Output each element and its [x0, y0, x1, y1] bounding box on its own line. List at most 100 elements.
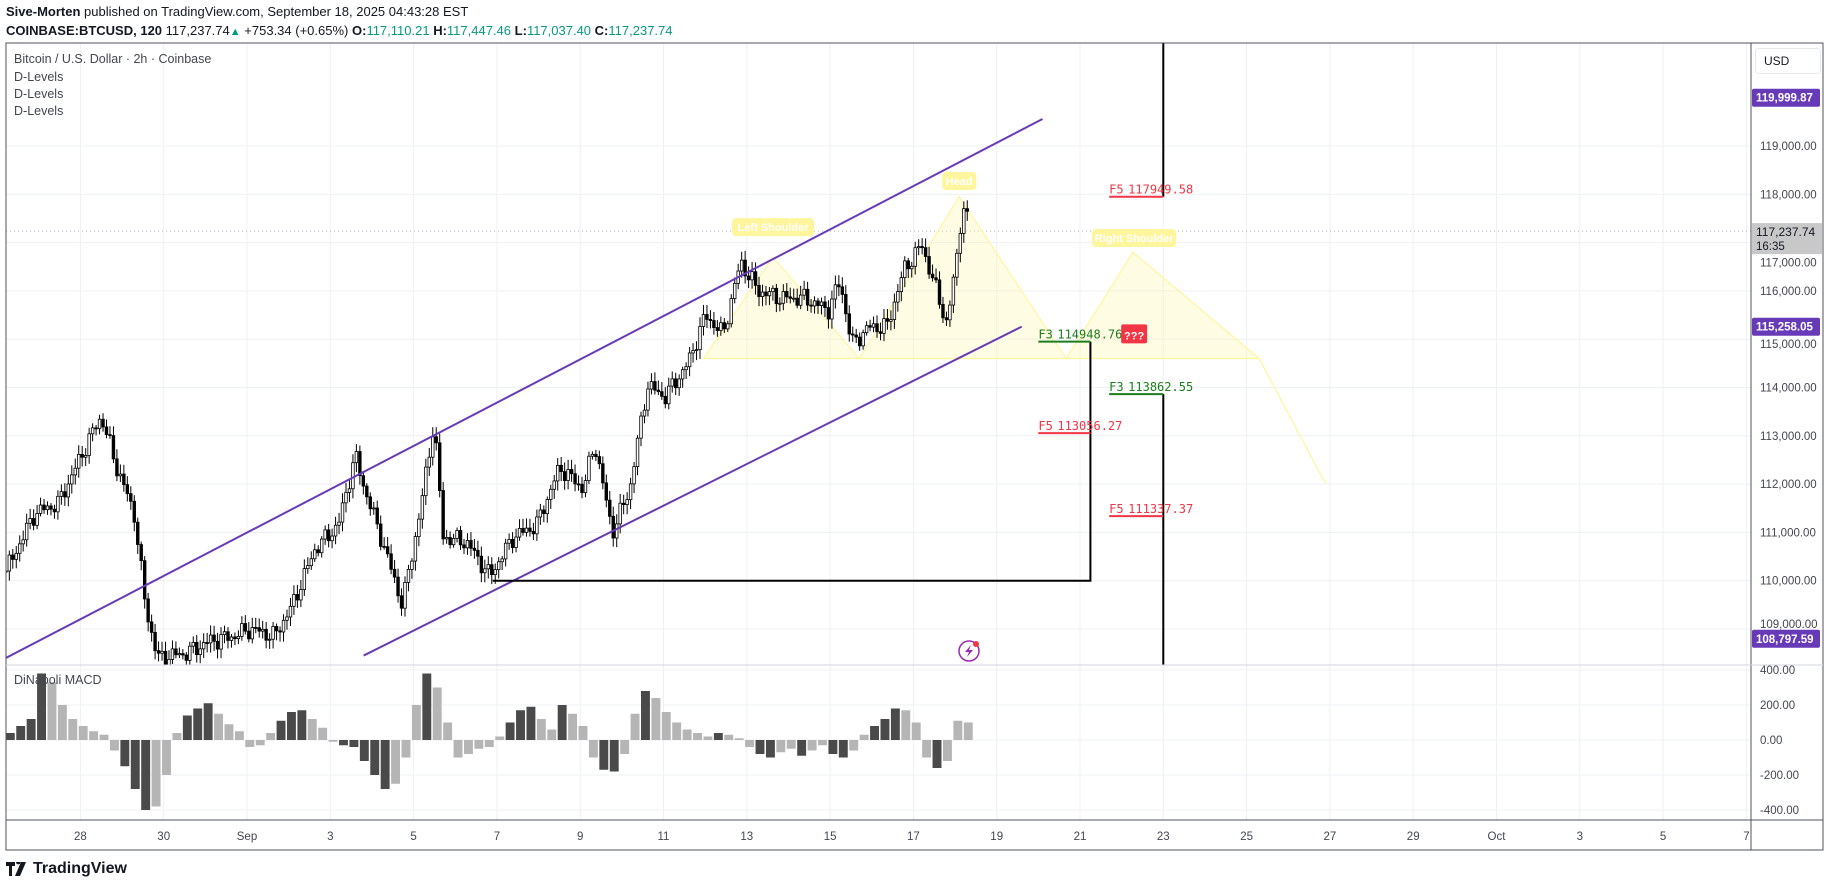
macd-bar: [922, 740, 932, 758]
axes[interactable]: 28 30 Sep 3 5 7 9 11 13 15 17 19 21 23 25 27 29 Oct 3 5 7 119…: [74, 88, 1822, 843]
candle-body: [326, 529, 331, 542]
candle-body: [923, 247, 928, 257]
chart-title[interactable]: Bitcoin / U.S. Dollar · 2h · Coinbase: [14, 52, 212, 66]
drawings[interactable]: [6, 43, 1165, 665]
candle-body: [930, 273, 935, 279]
lightning-icon[interactable]: [958, 640, 980, 662]
macd-bar: [828, 740, 838, 754]
macd-bar: [620, 740, 630, 754]
macd-bar: [474, 740, 484, 749]
candle-body: [167, 658, 171, 665]
macd-bar: [745, 740, 755, 747]
macd-bar: [505, 722, 515, 740]
head-label: Head: [946, 176, 973, 188]
macd-bar: [661, 712, 671, 740]
indicator-d-levels-3[interactable]: D-Levels: [14, 104, 64, 118]
time-tick-label: 30: [157, 831, 170, 843]
macd-bar: [234, 731, 244, 740]
candle-body: [660, 391, 664, 397]
candle-body: [90, 427, 95, 435]
tradingview-logo[interactable]: TradingView: [6, 860, 127, 878]
candle-body: [698, 326, 702, 351]
head-shoulders-pattern[interactable]: [702, 195, 1327, 485]
candle-body: [236, 635, 241, 640]
candle-body: [340, 502, 345, 523]
candle-body: [635, 437, 640, 467]
macd-bar: [401, 740, 411, 758]
candle-body: [719, 322, 723, 331]
candle-body: [333, 524, 338, 537]
candle-body: [937, 279, 942, 305]
candle-body: [531, 530, 536, 535]
publish-info: Sive-Morten published on TradingView.com…: [6, 4, 468, 19]
open-label: O:: [351, 23, 367, 38]
macd-bar: [453, 740, 463, 758]
macd-bar: [16, 726, 26, 740]
candle-body: [233, 636, 237, 640]
macd-title[interactable]: DiNapoli MACD: [14, 673, 102, 687]
candle-body: [951, 276, 956, 306]
candle-body: [274, 626, 279, 632]
currency-button[interactable]: USD: [1755, 48, 1821, 74]
candle-body: [101, 418, 105, 428]
macd-bar: [328, 740, 338, 742]
candle-body: [962, 208, 966, 234]
candle-body: [417, 518, 421, 537]
candle-body: [601, 463, 605, 484]
candle-body: [288, 605, 293, 618]
candle-body: [864, 325, 869, 334]
candle-body: [354, 451, 359, 464]
candle-body: [708, 319, 713, 321]
candle-body: [472, 547, 477, 551]
candle-body: [604, 482, 609, 501]
candle-body: [188, 645, 192, 661]
candle-body: [70, 474, 74, 485]
candle-body: [361, 475, 366, 487]
indicator-d-levels-2[interactable]: D-Levels: [14, 87, 64, 101]
macd-bar: [526, 706, 536, 740]
candle-body: [316, 549, 320, 554]
macd-bar: [286, 712, 296, 740]
macd-bar: [630, 713, 640, 740]
candle-body: [451, 537, 456, 546]
macd-bar: [422, 673, 432, 740]
author-name[interactable]: Sive-Morten: [6, 4, 81, 19]
candle-body: [247, 630, 251, 640]
candle-body: [479, 555, 484, 574]
candle-body: [847, 313, 851, 335]
candle-body: [934, 277, 938, 281]
time-tick-label: 28: [74, 831, 87, 843]
candle-body: [694, 349, 699, 352]
candle-body: [594, 453, 598, 457]
d-level-value: 113056.27: [1057, 419, 1122, 433]
candle-body: [35, 512, 39, 526]
macd-bar: [443, 722, 453, 740]
candle-body: [771, 287, 775, 293]
candle-body: [42, 504, 46, 511]
candle-body: [250, 627, 254, 640]
macd-bar: [391, 740, 401, 784]
candle-body: [132, 500, 136, 523]
macd-tick-label: -200.00: [1760, 770, 1799, 782]
macd-bar: [307, 719, 317, 740]
macd-bar: [609, 740, 619, 772]
candle-body: [490, 564, 494, 575]
candle-body: [774, 287, 779, 305]
macd-bar: [578, 726, 588, 740]
macd-bar: [953, 720, 963, 740]
close-value: 117,237.74: [608, 23, 673, 38]
open-value: 117,110.21: [366, 23, 430, 38]
candle-body: [837, 284, 841, 288]
macd-bar: [162, 740, 171, 775]
time-tick-label: 27: [1324, 831, 1337, 843]
candle-body: [823, 301, 827, 309]
indicator-d-levels-1[interactable]: D-Levels: [14, 70, 64, 84]
chart-frame: [5, 42, 1824, 851]
macd-bar: [870, 726, 879, 740]
d-level-value: 117949.58: [1128, 183, 1193, 197]
candle-body: [892, 301, 897, 320]
candle-body: [670, 378, 674, 387]
candle-body: [733, 283, 737, 300]
candle-body: [7, 554, 12, 572]
